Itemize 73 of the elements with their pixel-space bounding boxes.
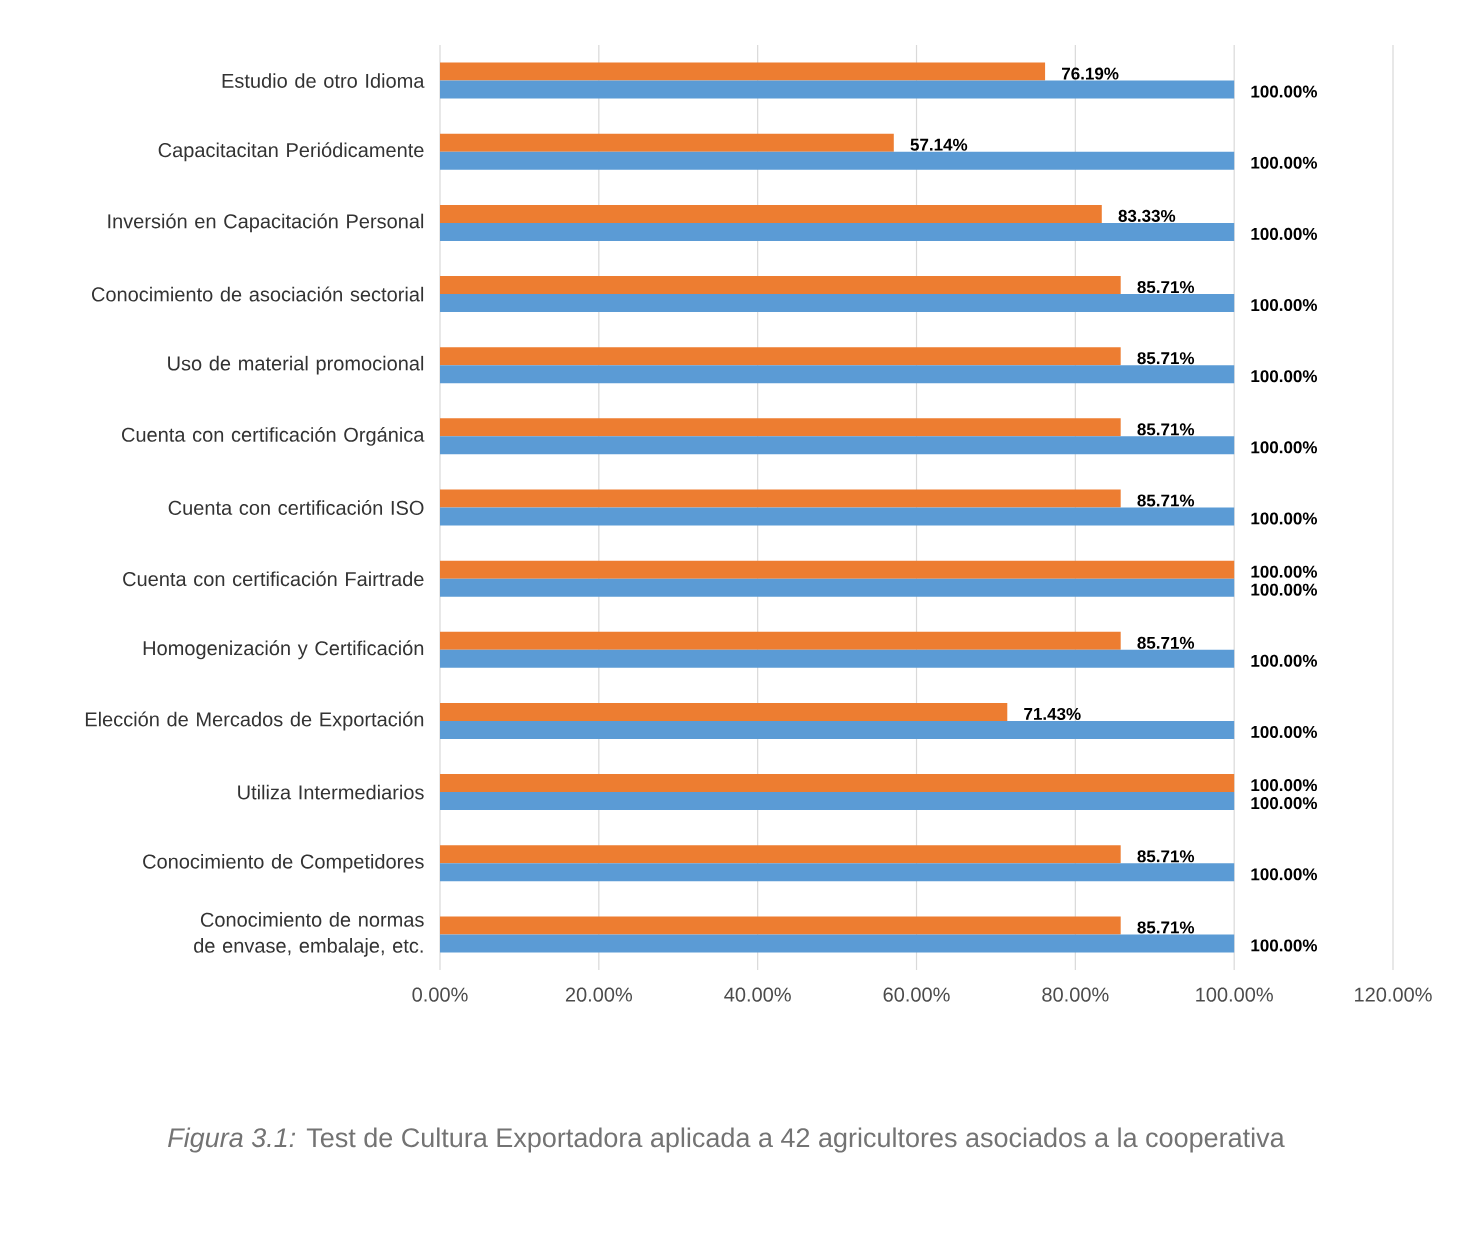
bar (440, 294, 1235, 313)
y-tick-label: Conocimiento de normas de envase, embalaje, etc. (194, 912, 424, 957)
x-tick-label: 40.00% (724, 987, 791, 1002)
y-tick-label: Conocimiento de Competidores (143, 853, 424, 873)
data-label: 100.00% (1251, 725, 1318, 738)
data-label: 100.00% (1251, 227, 1318, 240)
data-label: 85.71% (1137, 921, 1195, 934)
bar (440, 347, 1121, 366)
bar (440, 774, 1235, 793)
data-label: 100.00% (1251, 85, 1318, 98)
data-label: 100.00% (1251, 370, 1318, 383)
bar (440, 631, 1121, 650)
y-tick-label: Utiliza Intermediarios (238, 784, 424, 800)
bar (440, 80, 1235, 99)
bar (440, 934, 1235, 953)
bar (440, 222, 1235, 241)
x-tick-label: 80.00% (1042, 987, 1109, 1002)
bar (440, 418, 1121, 437)
y-tick-label: Estudio de otro Idioma (222, 73, 425, 88)
data-label: 100.00% (1251, 441, 1318, 454)
data-label: 100.00% (1251, 565, 1318, 578)
y-tick-label: Inversión en Capacitación Personal (108, 213, 424, 233)
x-tick-label: 120.00% (1355, 987, 1432, 1002)
x-tick-label: 60.00% (883, 987, 950, 1002)
y-tick-label: Cuenta con certificación ISO (168, 500, 424, 515)
data-label: 83.33% (1118, 209, 1176, 222)
bar (440, 489, 1121, 508)
bar (440, 560, 1235, 579)
data-label: 85.71% (1137, 850, 1195, 863)
y-tick-label: Conocimiento de asociación sectorial (91, 286, 424, 302)
x-tick-label: 20.00% (565, 987, 633, 1002)
y-tick-label: Homogenización y Certificación (143, 640, 424, 660)
data-label: 100.00% (1251, 779, 1318, 792)
data-label: 85.71% (1137, 281, 1195, 294)
y-tick-label: Cuenta con certificación Fairtrade (123, 571, 424, 587)
bar (440, 133, 894, 152)
bar (440, 578, 1235, 597)
y-tick-label: Uso de material promocional (168, 355, 424, 375)
data-label: 85.71% (1137, 494, 1195, 507)
data-label: 57.14% (910, 138, 968, 151)
data-label: 85.71% (1137, 636, 1195, 649)
bar (440, 436, 1235, 455)
y-tick-label: Capacitacitan Periódicamente (158, 142, 424, 162)
data-label: 85.71% (1137, 352, 1195, 365)
bar (440, 62, 1046, 81)
x-tick-label: 100.00% (1196, 987, 1273, 1002)
data-label: 71.43% (1024, 707, 1081, 720)
bar (440, 845, 1121, 864)
data-label: 85.71% (1137, 423, 1195, 436)
y-tick-label: Elección de Mercados de Exportación (85, 711, 424, 731)
bar (440, 649, 1235, 668)
text: Figura 3.1: Test de Cultura Exportadora aplicada a 42 agricultores asociados a la cooperativa (168, 1127, 1285, 1153)
bar (440, 720, 1235, 739)
data-label: 100.00% (1251, 868, 1318, 881)
bar (440, 702, 1008, 721)
data-label: 100.00% (1251, 939, 1318, 952)
bar (440, 276, 1121, 295)
bar (440, 204, 1102, 223)
data-label: 76.19% (1062, 67, 1119, 80)
bar (440, 151, 1235, 170)
bar (440, 863, 1235, 882)
y-tick-label: Cuenta con certificación Orgánica (122, 426, 425, 446)
data-label: 100.00% (1251, 654, 1318, 667)
bar (440, 507, 1235, 526)
bar (440, 792, 1235, 811)
x-tick-label: 0.00% (412, 987, 468, 1002)
bar (440, 916, 1121, 935)
data-label: 100.00% (1251, 797, 1318, 810)
data-label: 100.00% (1251, 512, 1318, 525)
data-label: 100.00% (1251, 299, 1318, 312)
data-label: 100.00% (1251, 583, 1318, 596)
data-label: 100.00% (1251, 156, 1318, 169)
bar (440, 365, 1235, 384)
